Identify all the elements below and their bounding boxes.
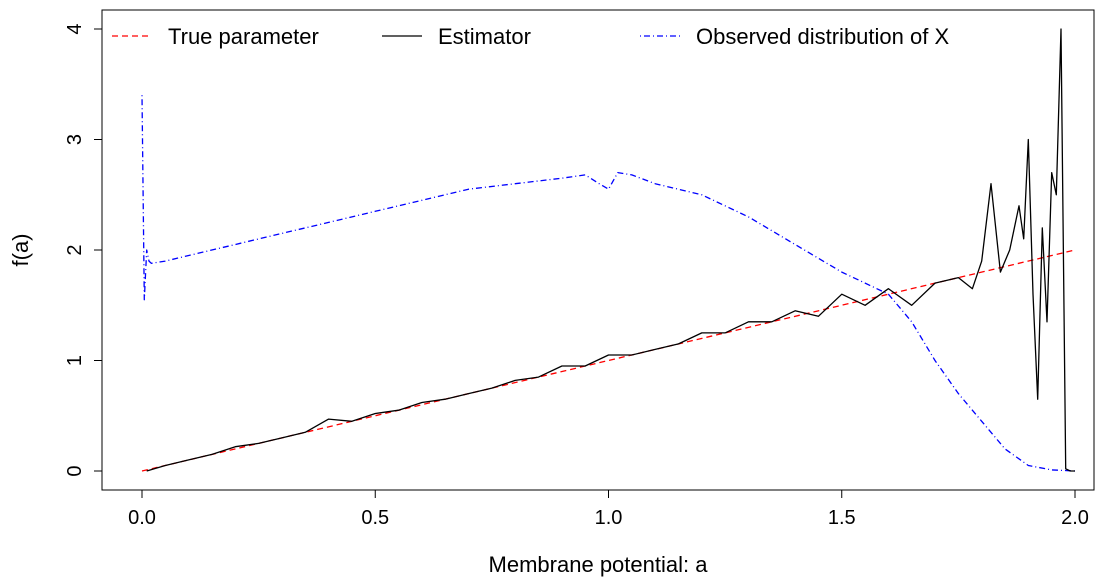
legend-label-1: Estimator	[438, 24, 531, 49]
x-axis: 0.0 0.5 1.0 1.5 2.0	[128, 489, 1089, 529]
y-tick-label: 0	[64, 465, 86, 476]
x-tick-label: 2.0	[1061, 507, 1089, 529]
y-tick-label: 3	[64, 134, 86, 145]
x-tick-label: 0.0	[128, 507, 156, 529]
series-layer	[141, 28, 1076, 472]
y-tick-label: 1	[64, 355, 86, 366]
legend-label-2: Observed distribution of X	[696, 24, 949, 49]
series-line-2	[141, 95, 1076, 472]
y-tick-label: 2	[64, 244, 86, 255]
x-tick-label: 0.5	[361, 507, 389, 529]
x-axis-label: Membrane potential: a	[489, 552, 709, 577]
x-tick-label: 1.5	[828, 507, 856, 529]
legend: True parameter Estimator Observed distribu…	[112, 24, 949, 49]
series-line-1	[146, 28, 1075, 472]
y-axis-label: f(a)	[8, 234, 33, 267]
x-tick-label: 1.0	[595, 507, 623, 529]
y-axis: 0 1 2 3 4	[64, 23, 103, 477]
y-tick-label: 4	[64, 23, 86, 34]
legend-label-0: True parameter	[168, 24, 319, 49]
